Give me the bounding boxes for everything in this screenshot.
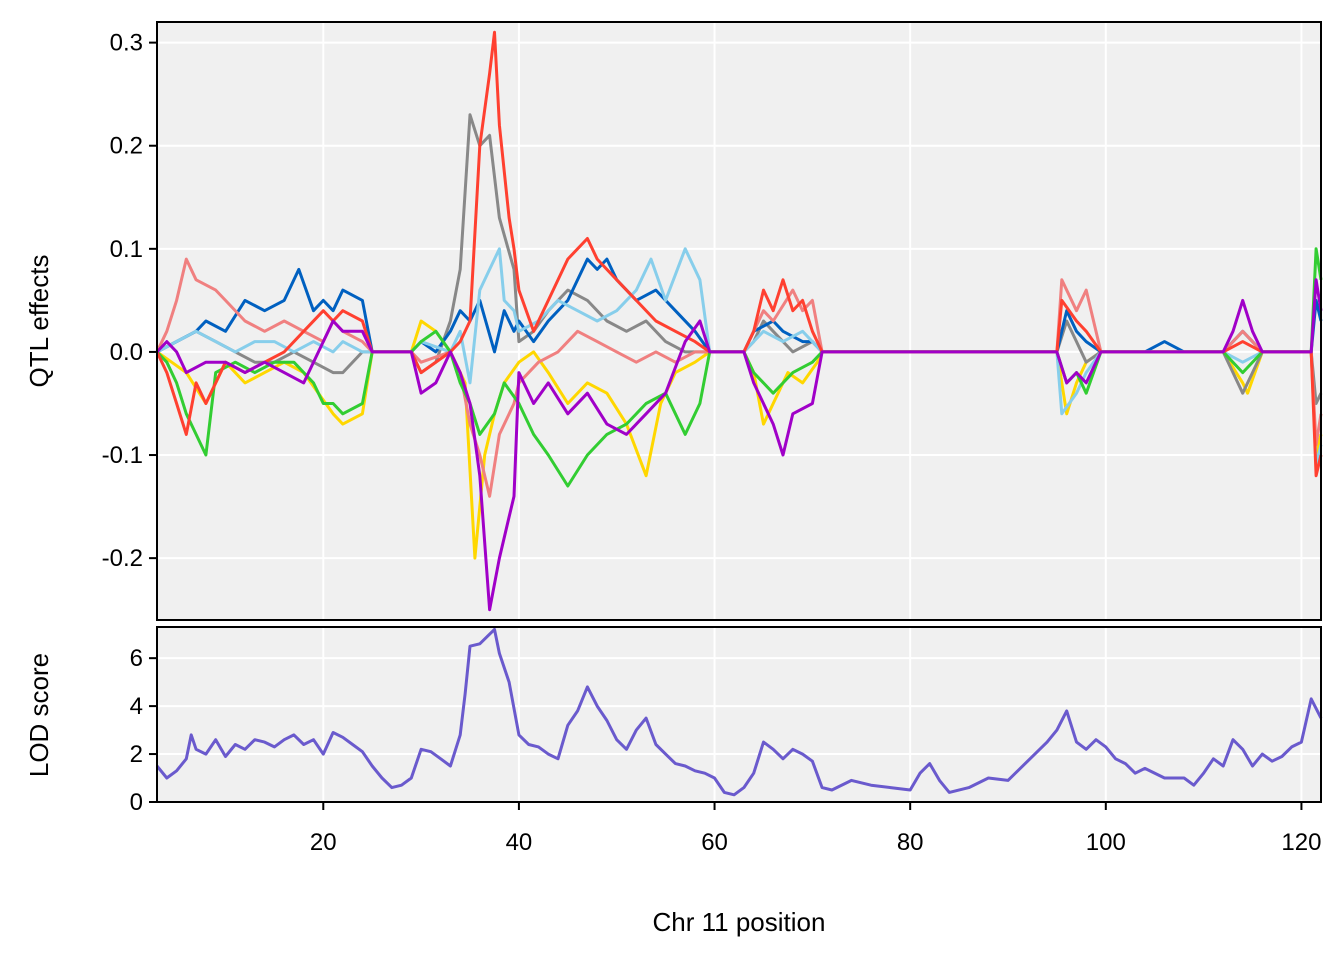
lod-y-tick-label: 6: [130, 645, 143, 672]
qtl-effects-panel: -0.2 -0.1 0.0 0.1 0.2 0.3 QTL effects: [24, 21, 1323, 621]
lod-score-plot-area: [157, 627, 1321, 802]
qtl-effects-lines: [155, 30, 1323, 612]
lod-y-tick-label: 4: [130, 693, 143, 720]
lod-score-lines: [155, 627, 1323, 797]
qtl-effects-plot-area: [157, 22, 1321, 620]
lod-score-line: [155, 627, 1323, 797]
qtl-y-tick-label: 0.1: [110, 236, 143, 263]
lod-score-panel: 0 2 4 6 20 40 60 80 100 120 LOD score Chr 11 pos…: [24, 626, 1323, 937]
qtl-y-tick-label: 0.3: [110, 30, 143, 57]
x-tick-label: 40: [506, 829, 533, 856]
lod-y-tick-label: 2: [130, 741, 143, 768]
x-tick-label: 20: [310, 829, 337, 856]
qtl-effects-grid: [157, 22, 1321, 620]
x-axis-label: Chr 11 position: [653, 907, 826, 937]
qtl-effect-line-8: [155, 278, 1323, 612]
lod-score-y-axis: 0 2 4 6: [130, 645, 157, 816]
qtl-effect-line-3: [156, 257, 1323, 354]
qtl-effects-frame: [156, 21, 1322, 621]
qtl-y-tick-label: -0.1: [102, 442, 143, 469]
qtl-y-tick-label: -0.2: [102, 545, 143, 572]
qtl-effect-line-5: [155, 257, 1323, 498]
x-tick-label: 100: [1086, 829, 1126, 856]
qtl-effects-y-label: QTL effects: [24, 255, 54, 388]
lod-score-frame: [156, 626, 1322, 803]
qtl-y-tick-label: 0.2: [110, 133, 143, 160]
position-x-axis: 20 40 60 80 100 120: [310, 802, 1321, 856]
x-tick-label: 80: [897, 829, 924, 856]
qtl-y-tick-label: 0.0: [110, 339, 143, 366]
qtl-effect-line-7: [155, 30, 1323, 478]
x-tick-label: 60: [701, 829, 728, 856]
qtl-effect-line-2: [156, 113, 1323, 405]
lod-score-y-label: LOD score: [24, 653, 54, 777]
lod-y-tick-label: 0: [130, 789, 143, 816]
x-tick-label: 120: [1281, 829, 1321, 856]
qtl-effects-y-axis: -0.2 -0.1 0.0 0.1 0.2 0.3: [102, 30, 157, 572]
